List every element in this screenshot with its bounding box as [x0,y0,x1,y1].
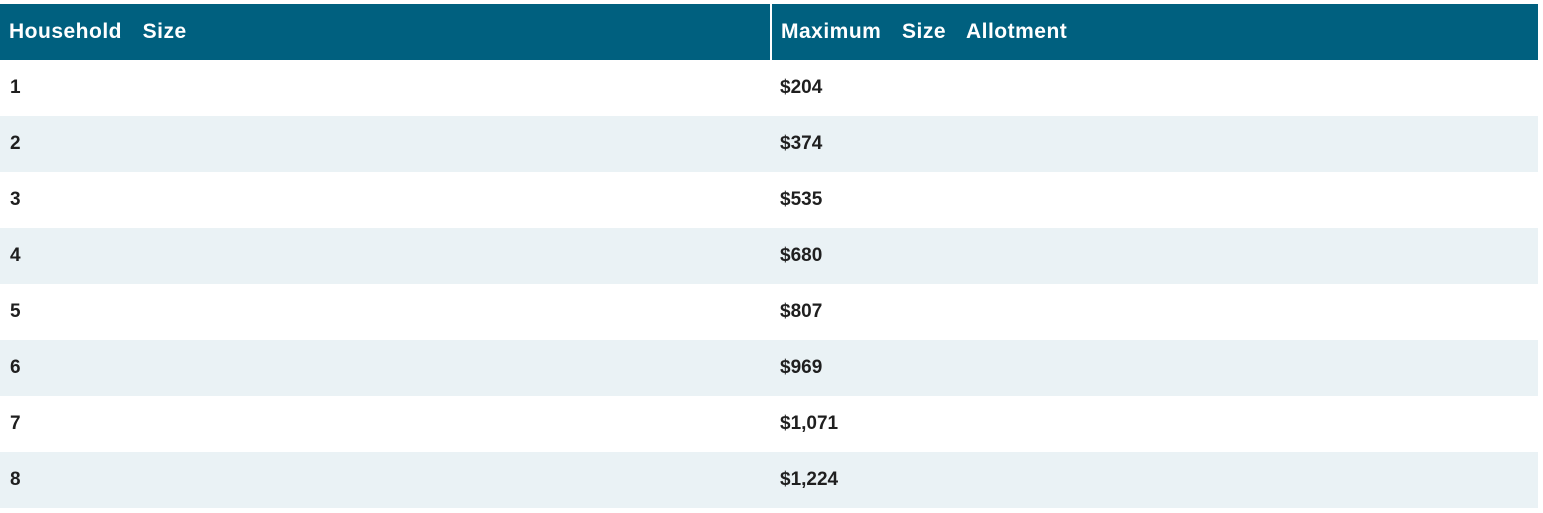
household-size-cell: 1 [0,60,771,116]
household-size-cell: 4 [0,228,771,284]
household-size-cell: 2 [0,116,771,172]
table-row: 8 $1,224 [0,452,1538,508]
table-row: 5 $807 [0,284,1538,340]
table-row: 7 $1,071 [0,396,1538,452]
allotment-table: Household Size Maximum Size Allotment 1 … [0,4,1538,508]
household-size-cell: 6 [0,340,771,396]
table-row: 3 $535 [0,172,1538,228]
table-row: 2 $374 [0,116,1538,172]
household-size-cell: 3 [0,172,771,228]
allotment-cell: $535 [771,172,1538,228]
allotment-cell: $969 [771,340,1538,396]
table-row: 4 $680 [0,228,1538,284]
header-maximum-allotment: Maximum Size Allotment [770,4,1538,60]
allotment-cell: $1,071 [771,396,1538,452]
allotment-cell: $1,224 [771,452,1538,508]
household-size-cell: 5 [0,284,771,340]
table-row: 6 $969 [0,340,1538,396]
allotment-cell: $680 [771,228,1538,284]
table-row: 1 $204 [0,60,1538,116]
header-household-size: Household Size [0,4,771,60]
household-size-cell: 7 [0,396,771,452]
allotment-cell: $807 [771,284,1538,340]
header-row: Household Size Maximum Size Allotment [0,4,1538,60]
household-size-cell: 8 [0,452,771,508]
allotment-cell: $374 [771,116,1538,172]
table-header: Household Size Maximum Size Allotment [0,4,1538,60]
allotment-cell: $204 [771,60,1538,116]
table-body: 1 $204 2 $374 3 $535 4 $680 5 $807 6 $96… [0,60,1538,508]
